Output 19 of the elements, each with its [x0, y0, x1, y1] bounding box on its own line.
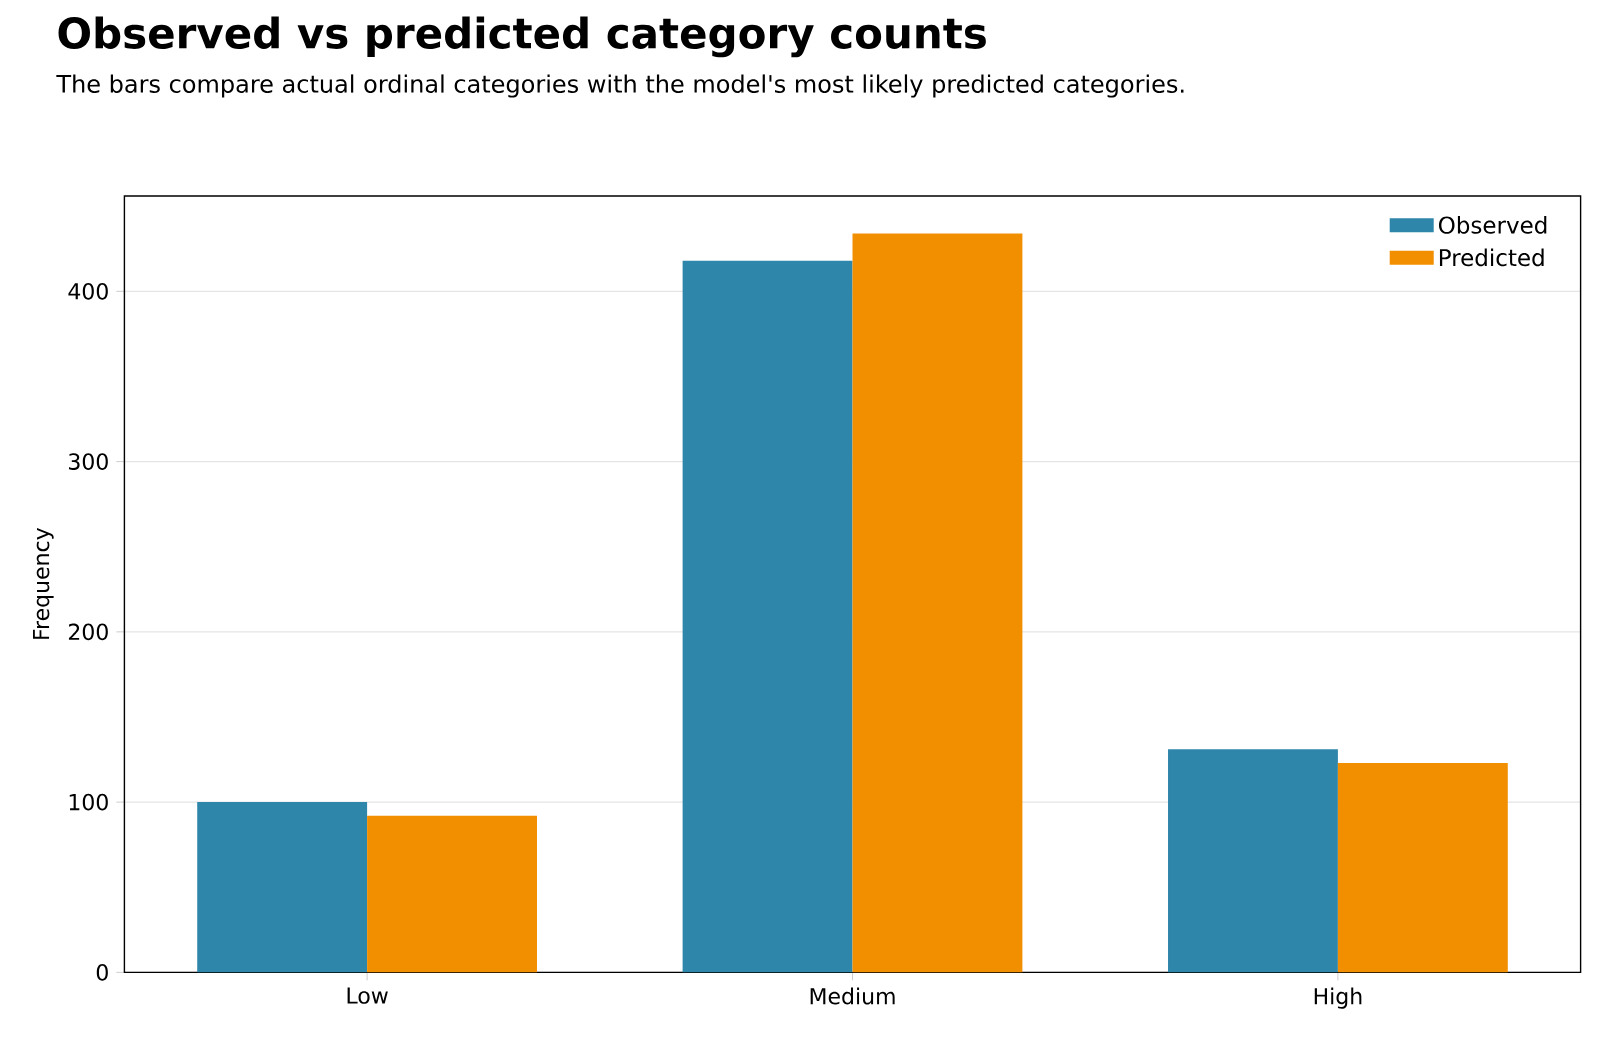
- x-tick-label: Medium: [810, 987, 895, 1005]
- y-tick-label: 200: [68, 623, 108, 641]
- chart-title: Observed vs predicted category counts: [58, 16, 986, 58]
- chart-subtitle: The bars compare actual ordinal categories with the model's most likely predicted categories.: [56, 74, 1184, 98]
- x-tick-label: High: [1314, 987, 1362, 1009]
- legend-label: Predicted: [1439, 248, 1544, 267]
- bar: [1337, 762, 1508, 973]
- bar: [197, 802, 368, 973]
- legend-label: Observed: [1438, 216, 1547, 234]
- bar: [1168, 749, 1338, 973]
- y-axis-title: Frequency: [33, 528, 54, 639]
- x-tick-label: Low: [347, 987, 388, 1004]
- y-tick-label: 0: [96, 964, 108, 981]
- y-tick-label: 100: [69, 793, 108, 811]
- bar: [682, 260, 853, 973]
- y-tick-label: 300: [69, 453, 108, 470]
- y-tick-label: 400: [68, 283, 108, 300]
- bar: [367, 815, 537, 973]
- bar: [852, 233, 1023, 973]
